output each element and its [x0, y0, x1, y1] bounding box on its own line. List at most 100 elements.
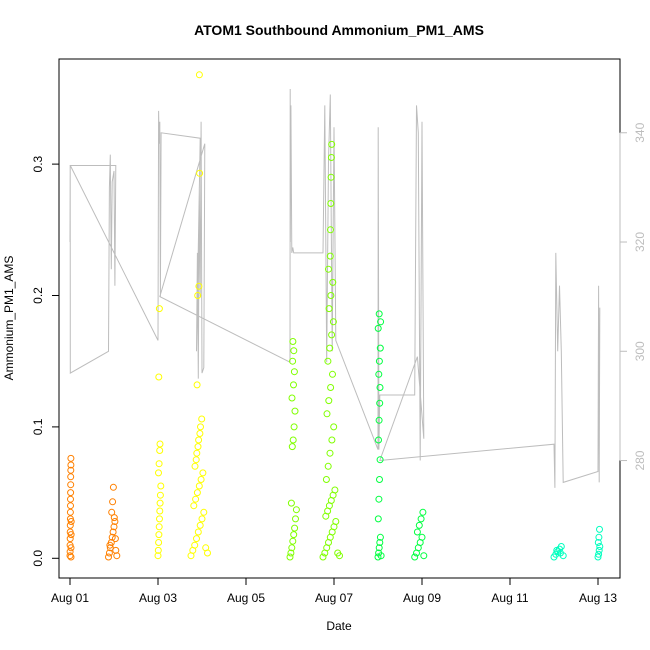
data-point-s3 [376, 384, 384, 391]
data-point-s1 [196, 169, 204, 177]
data-point-s2 [291, 524, 299, 532]
data-point-s2 [287, 549, 295, 557]
data-point-s1 [154, 552, 162, 560]
data-point-s2 [330, 423, 338, 431]
data-point-s0 [66, 508, 74, 516]
data-point-s2 [328, 331, 336, 339]
data-point-s2 [289, 338, 297, 345]
data-point-s2 [329, 370, 336, 378]
data-point-s2 [327, 154, 335, 161]
data-point-s4 [594, 539, 602, 546]
data-point-s1 [198, 415, 206, 423]
data-point-s3 [375, 416, 383, 424]
secondary-line-layer [69, 88, 601, 488]
y2-axis: 280 300 320 340 [619, 122, 647, 471]
data-point-s0 [110, 514, 118, 522]
data-point-s1 [190, 502, 198, 510]
y2-tick-label: 340 [633, 122, 647, 142]
x-tick-label: Aug 03 [139, 591, 177, 605]
data-point-s3 [375, 357, 383, 365]
data-point-s1 [191, 462, 199, 470]
chart-title: ATOM1 Southbound Ammonium_PM1_AMS [194, 22, 484, 38]
data-point-s1 [154, 546, 162, 554]
data-point-s0 [109, 528, 117, 536]
data-point-s3 [376, 533, 384, 541]
data-point-s1 [192, 495, 200, 503]
data-point-s1 [192, 456, 200, 464]
data-point-s3 [417, 515, 425, 523]
data-point-s2 [290, 368, 298, 376]
data-point-s3 [415, 521, 423, 529]
data-point-s1 [155, 469, 162, 477]
data-point-s4 [556, 549, 564, 557]
data-point-s3 [420, 552, 428, 560]
data-point-s2 [290, 347, 298, 355]
y2-tick-label: 280 [633, 450, 647, 470]
data-point-s2 [329, 278, 337, 286]
data-point-s0 [105, 553, 112, 561]
data-point-s3 [418, 533, 426, 541]
data-point-s1 [193, 381, 201, 389]
x-tick-label: Aug 11 [491, 591, 528, 605]
data-point-s2 [286, 553, 294, 561]
secondary-series-line [69, 88, 601, 488]
data-point-s4 [596, 525, 603, 533]
data-point-s1 [204, 549, 211, 557]
data-point-s2 [292, 506, 300, 514]
data-point-s2 [325, 397, 333, 405]
data-point-s1 [191, 541, 199, 549]
data-point-s2 [329, 318, 337, 326]
data-point-s2 [325, 305, 333, 313]
data-point-s2 [291, 407, 299, 415]
data-point-s1 [155, 523, 163, 531]
y-tick-label: 0.3 [31, 155, 45, 172]
y-tick-label: 0.0 [31, 550, 45, 567]
data-point-s0 [108, 533, 116, 541]
data-point-s0 [67, 544, 75, 552]
data-point-s2 [323, 410, 331, 418]
data-point-s0 [67, 495, 74, 503]
data-point-s1 [196, 521, 204, 529]
data-point-s0 [111, 518, 119, 525]
data-point-s2 [289, 436, 297, 444]
data-point-s3 [377, 318, 385, 326]
x-tick-label: Aug 13 [579, 591, 617, 605]
x-tick-label: Aug 01 [51, 591, 89, 605]
data-point-s0 [109, 483, 117, 491]
data-point-s4 [557, 543, 565, 550]
data-point-s2 [319, 553, 327, 561]
data-point-s3 [374, 553, 382, 561]
data-point-s1 [196, 430, 204, 437]
data-point-s4 [594, 553, 602, 561]
data-point-s2 [327, 384, 335, 391]
data-point-s3 [375, 495, 383, 503]
data-point-s1 [194, 292, 202, 299]
data-point-s3 [411, 553, 419, 561]
data-point-s2 [325, 265, 332, 273]
points-layer [66, 71, 604, 561]
data-point-s4 [595, 546, 603, 554]
data-point-s1 [193, 535, 200, 543]
data-point-s3 [376, 456, 384, 464]
data-point-s1 [195, 71, 203, 79]
data-point-s2 [327, 292, 335, 299]
data-point-s2 [289, 537, 297, 545]
data-point-s0 [113, 552, 121, 560]
data-point-s2 [288, 443, 296, 451]
data-point-s0 [67, 466, 75, 474]
data-point-s1 [157, 482, 165, 490]
data-point-s1 [156, 491, 164, 499]
data-point-s3 [375, 544, 383, 552]
data-point-s0 [67, 473, 75, 481]
data-point-s3 [376, 539, 384, 546]
y-tick-label: 0.1 [31, 418, 45, 435]
data-point-s2 [336, 552, 343, 560]
data-point-s1 [200, 508, 208, 516]
data-point-s2 [327, 173, 335, 181]
data-point-s4 [596, 543, 604, 550]
data-point-s1 [156, 499, 164, 507]
data-point-s0 [67, 553, 75, 561]
data-point-s2 [328, 140, 336, 148]
data-point-s3 [413, 528, 421, 536]
